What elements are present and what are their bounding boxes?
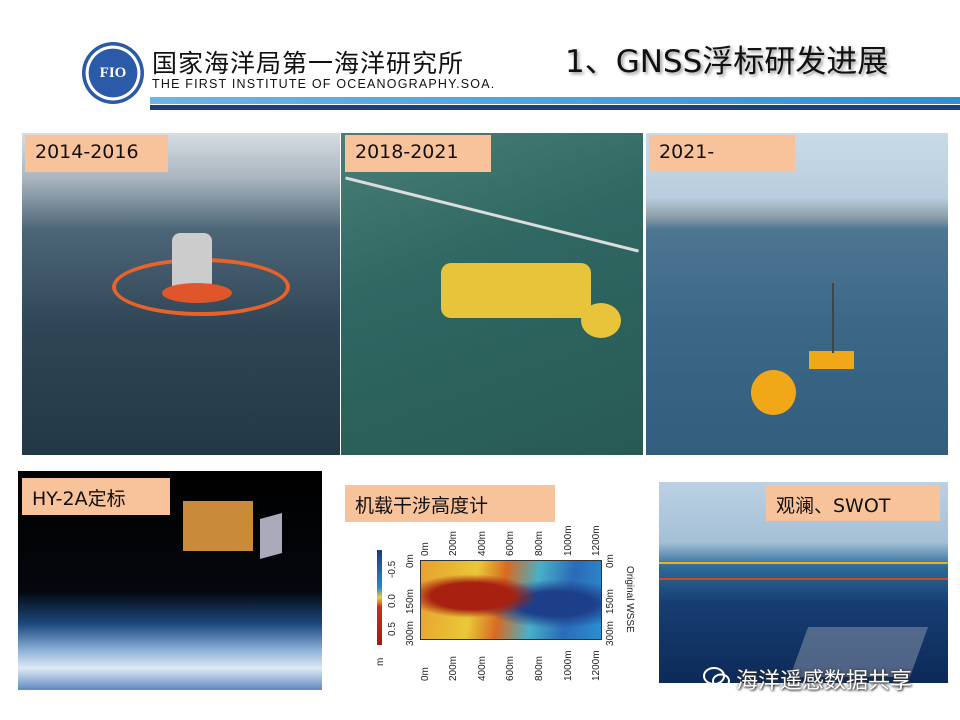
slide-title: 1、GNSS浮标研发进展 (565, 44, 889, 80)
sea-surface-line (659, 562, 948, 564)
y-tick-right: 300m (605, 620, 616, 646)
x-tick-top: 800m (534, 530, 545, 556)
x-tick-bottom: 1000m (563, 650, 574, 681)
x-tick-bottom: 800m (534, 655, 545, 681)
y-tick: 300m (405, 620, 416, 646)
buoy-body (441, 263, 591, 318)
y-tick: 0m (405, 554, 416, 568)
x-tick-top: 600m (505, 530, 516, 556)
panel-label: 观澜、SWOT (766, 485, 940, 521)
x-tick-top: 400m (477, 530, 488, 556)
x-tick-top: 0m (420, 542, 431, 556)
buoy-platform (809, 351, 854, 369)
x-tick-top: 1200m (591, 525, 602, 556)
header-divider-dark (150, 105, 960, 110)
mean-sea-level-line (659, 578, 948, 580)
colorbar (377, 550, 382, 645)
photo-swot-diagram: 观澜、SWOT (659, 482, 948, 683)
x-tick-bottom: 1200m (591, 650, 602, 681)
heatmap-image (420, 560, 602, 640)
panel-label: HY-2A定标 (22, 478, 170, 515)
wechat-icon (703, 667, 730, 689)
interferometric-altimeter-heatmap: -0.5 0.0 0.5 m 0m 150m 300m 0m 200m 400m… (345, 525, 635, 691)
org-name-cn: 国家海洋局第一海洋研究所 (152, 49, 465, 78)
y-tick-right: 150m (605, 588, 616, 614)
header-divider-light (150, 97, 960, 104)
x-tick-bottom: 0m (420, 667, 431, 681)
buoy-sphere (751, 370, 796, 415)
buoy-float (581, 303, 621, 338)
x-tick-top: 1000m (563, 525, 574, 556)
solar-panel (260, 513, 282, 559)
x-tick-bottom: 400m (477, 655, 488, 681)
photo-buoy-2014: 2014-2016 (22, 133, 340, 455)
side-label: Original WSSE (624, 566, 635, 633)
panel-label: 2018-2021 (345, 135, 491, 172)
colorbar-tick: 0.5 (387, 622, 398, 636)
satellite-body (183, 501, 253, 551)
colorbar-tick: 0.0 (387, 594, 398, 608)
y-tick: 150m (405, 588, 416, 614)
colorbar-unit: m (375, 657, 386, 666)
y-tick-right: 0m (605, 554, 616, 568)
buoy-mast (832, 283, 834, 353)
institute-logo: FIO (82, 42, 144, 104)
watermark-text: 海洋遥感数据共享 (736, 669, 913, 694)
panel-label: 2014-2016 (25, 135, 168, 172)
colorbar-tick: -0.5 (387, 560, 398, 578)
x-tick-bottom: 600m (505, 655, 516, 681)
panel-label: 2021- (649, 135, 795, 172)
org-name-en: THE FIRST INSTITUTE OF OCEANOGRAPHY.SOA. (152, 77, 496, 91)
x-tick-top: 200m (448, 530, 459, 556)
buoy-float (162, 283, 232, 303)
photo-buoy-2018: 2018-2021 (341, 133, 643, 455)
tether-rope (345, 176, 639, 253)
x-tick-bottom: 200m (448, 655, 459, 681)
photo-buoy-2021: 2021- (646, 133, 948, 455)
panel-label: 机载干涉高度计 (345, 485, 555, 522)
photo-hy2a-satellite: HY-2A定标 (18, 471, 322, 690)
